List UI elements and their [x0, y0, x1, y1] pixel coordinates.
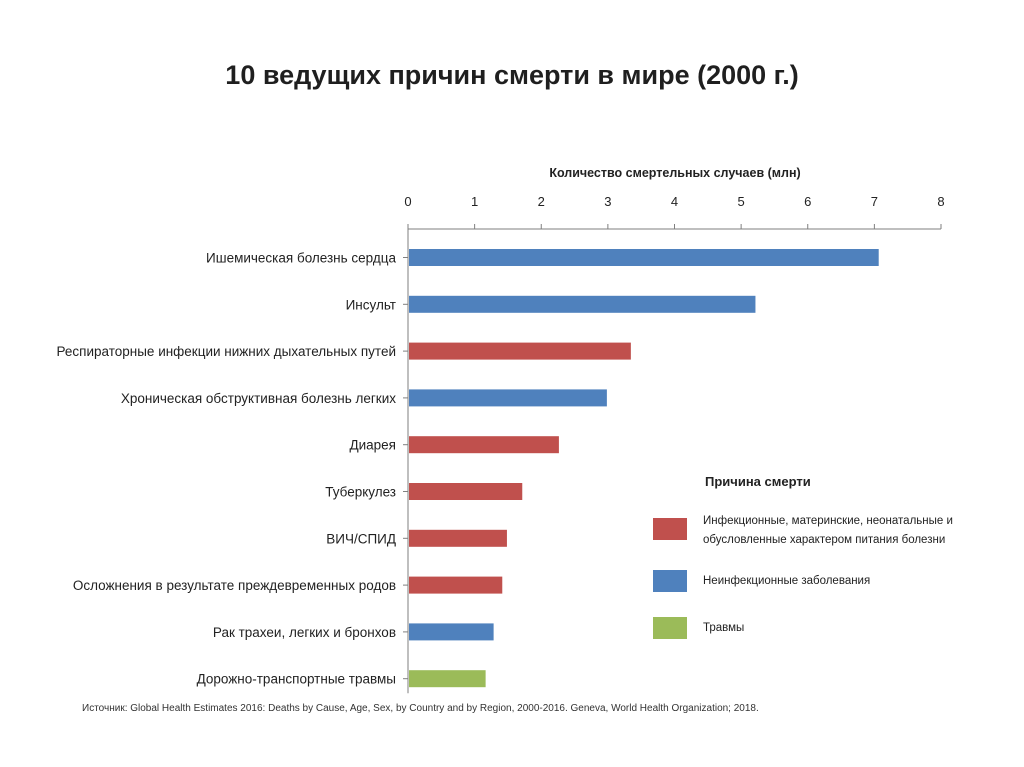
x-tick-label: 1	[471, 194, 478, 209]
x-tick-label: 7	[871, 194, 878, 209]
bar	[409, 623, 494, 641]
x-tick-label: 4	[671, 194, 678, 209]
x-tick-label: 5	[738, 194, 745, 209]
category-label: Диарея	[349, 438, 396, 453]
bar	[409, 249, 879, 266]
legend-swatch-injuries	[653, 617, 687, 639]
x-axis: 0 1 2 3 4 5 6 7 8	[404, 194, 945, 694]
x-tick-label: 0	[404, 194, 411, 209]
x-axis-label: Количество смертельных случаев (млн)	[549, 166, 800, 180]
bar	[409, 342, 631, 360]
chart-title: 10 ведущих причин смерти в мире (2000 г.…	[225, 60, 798, 90]
category-label: Дорожно-транспортные травмы	[197, 672, 396, 687]
bar	[409, 529, 507, 547]
x-tick-label: 3	[604, 194, 611, 209]
x-tick-label: 2	[538, 194, 545, 209]
legend-title: Причина смерти	[705, 474, 811, 489]
bar	[409, 436, 559, 454]
legend-label-injuries: Травмы	[703, 622, 744, 634]
bar	[409, 389, 607, 407]
category-label: Осложнения в результате преждевременных …	[73, 578, 396, 593]
x-tick-label: 6	[804, 194, 811, 209]
bar	[409, 670, 486, 688]
category-label: Инсульт	[346, 297, 396, 312]
category-label: ВИЧ/СПИД	[326, 531, 396, 546]
category-labels: Ишемическая болезнь сердца Инсульт Респира…	[56, 251, 396, 687]
source-note: Источник: Global Health Estimates 2016: …	[82, 703, 759, 714]
x-tick-label: 8	[937, 194, 944, 209]
legend-label-noncommunicable: Неинфекционные заболевания	[703, 575, 870, 587]
category-label: Рак трахеи, легких и бронхов	[213, 625, 396, 640]
category-label: Хроническая обструктивная болезнь легких	[121, 391, 396, 406]
legend-label-communicable: Инфекционные, материнские, неонатальные …	[703, 515, 953, 527]
legend-label-communicable: обусловленные характером питания болезни	[703, 534, 945, 546]
legend-swatch-noncommunicable	[653, 570, 687, 592]
category-label: Ишемическая болезнь сердца	[206, 251, 396, 266]
bar	[409, 483, 523, 500]
legend-swatch-communicable	[653, 518, 687, 540]
bar	[409, 576, 503, 594]
category-label: Респираторные инфекции нижних дыхательны…	[56, 344, 396, 359]
legend: Причина смерти Инфекционные, материнские…	[653, 474, 953, 639]
category-label: Туберкулез	[325, 485, 396, 500]
bar	[409, 295, 756, 313]
bars	[403, 249, 879, 688]
